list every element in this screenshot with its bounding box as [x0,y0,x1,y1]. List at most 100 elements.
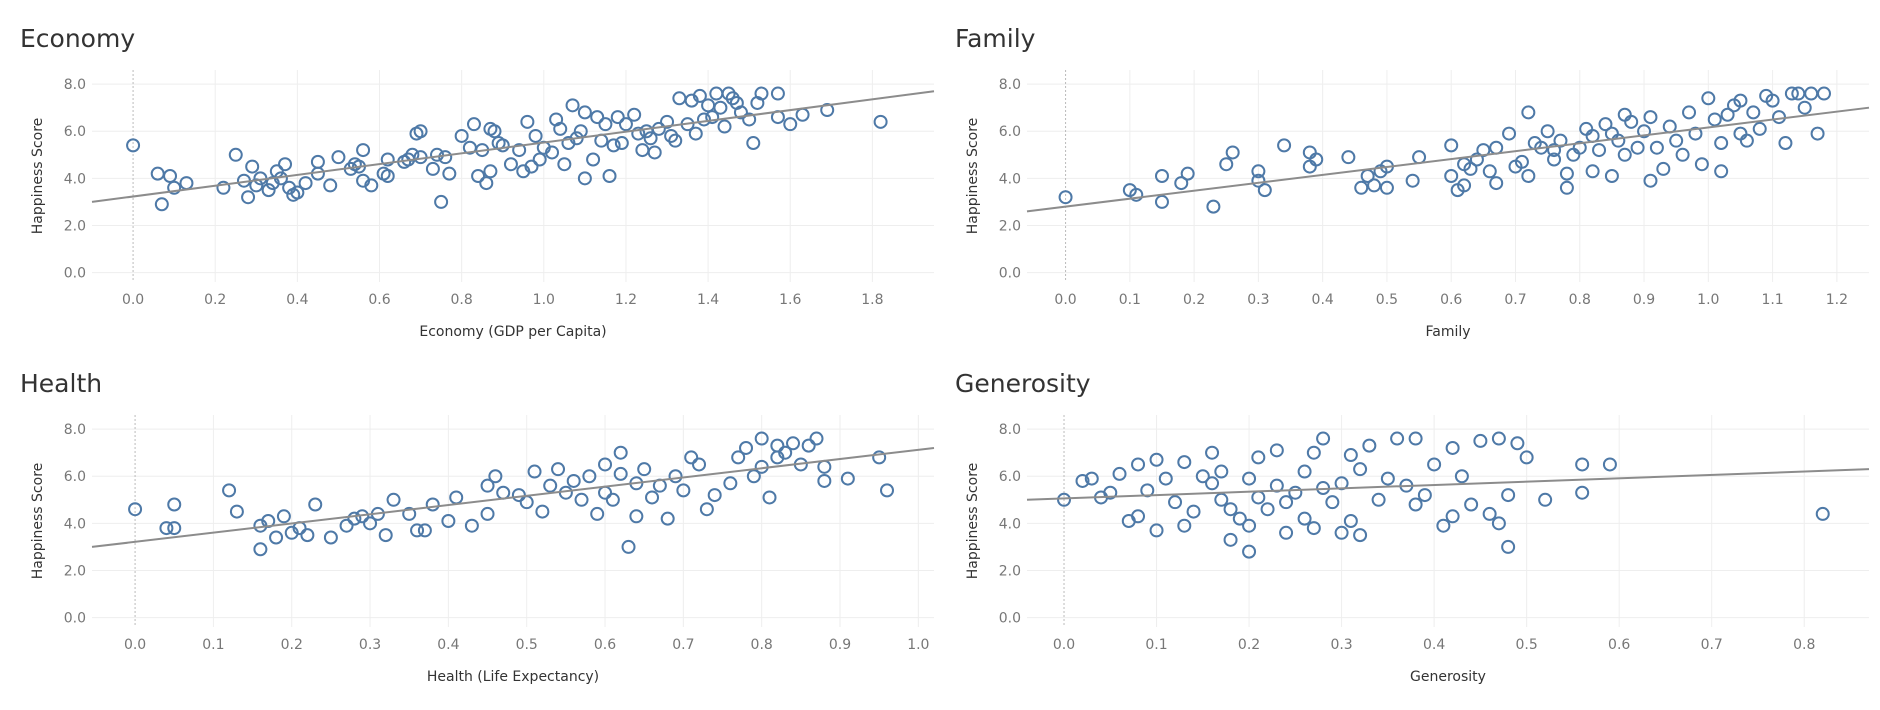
data-point [733,105,748,120]
data-point [1353,462,1368,477]
x-tick-label: 0.5 [1516,637,1538,653]
data-point [1260,502,1275,517]
data-point [605,492,620,507]
data-point [1617,147,1632,162]
data-point [1177,455,1192,470]
data-point [449,490,464,505]
data-point [1559,180,1574,195]
data-point [269,530,284,545]
data-point [253,542,268,557]
data-point [668,133,683,148]
data-point [1149,523,1164,538]
data-point [1473,433,1488,448]
data-point [466,117,481,132]
data-point [1277,138,1292,153]
x-tick-label: 1.0 [533,292,555,308]
data-point [668,469,683,484]
data-point [1733,126,1748,141]
data-point [1592,143,1607,158]
chart-title: Health [20,369,103,398]
data-point [356,143,371,158]
data-point [598,457,613,472]
x-tick-label: 0.7 [1701,637,1723,653]
x-tick-label: 0.2 [281,637,303,653]
data-point [167,497,182,512]
data-point [1297,511,1312,526]
data-point [707,488,722,503]
data-point [1205,476,1220,491]
data-point [1154,169,1169,183]
data-point [154,197,169,212]
data-point [363,516,378,531]
x-tick-label: 0.6 [1608,637,1630,653]
data-point [1223,532,1238,547]
data-point [425,497,440,512]
economy-chart-panel: Economy 0.0 2.0 4.0 6.0 8.0 0.0 0.2 0.4 0.6 0.8 1.… [0,0,935,340]
data-point [1746,105,1761,120]
data-point [1103,485,1118,500]
data-point [1325,495,1340,510]
trend-line [91,446,935,548]
data-point [1380,471,1395,486]
health-chart-panel: Health 0.0 2.0 4.0 6.0 8.0 0.0 0.1 0.2 0.3 0.4 0.5… [0,345,935,685]
x-tick-label: 1.1 [1761,292,1783,308]
data-point [1251,173,1266,188]
data-point [660,114,675,129]
data-point [557,157,572,172]
data-point [1643,110,1658,125]
y-axis-title: Happiness Score [965,118,981,235]
data-point [778,445,793,460]
data-point [323,530,338,545]
y-tick-label: 6.0 [999,469,1021,485]
data-point [380,152,395,167]
data-point [216,180,231,195]
x-tick-label: 0.4 [437,637,459,653]
x-tick-label: 0.7 [672,637,694,653]
x-tick-label: 0.3 [359,637,381,653]
data-point [1269,443,1284,458]
data-point [613,445,628,460]
data-point [1514,154,1529,169]
x-tick-label: 1.2 [1826,292,1848,308]
data-point [276,509,291,524]
data-point [1242,471,1257,486]
data-point [229,504,244,519]
data-point [1752,121,1767,136]
data-point [290,185,305,200]
data-point [1341,150,1356,165]
data-point [495,138,510,153]
data-point [872,450,887,465]
family-chart-panel: Family 0.0 2.0 4.0 6.0 8.0 0.0 0.1 0.2 0.3 0.4 0.5… [935,0,1870,340]
data-point [339,518,354,533]
x-tick-label: 0.4 [286,292,308,308]
x-tick-label: 0.0 [1053,637,1075,653]
data-point [754,431,769,446]
data-point [1701,91,1716,106]
data-point [1572,140,1587,155]
trend-line [91,90,935,203]
data-point [1810,126,1825,141]
data-point [323,178,338,193]
data-point [1675,147,1690,162]
data-point [1302,159,1317,174]
x-tick-label: 0.0 [122,292,144,308]
data-point [820,103,835,118]
data-point [1566,147,1581,162]
data-point [1257,183,1272,198]
data-point [1408,497,1423,512]
data-point [1343,448,1358,463]
data-point [610,110,625,125]
data-point [163,169,178,183]
data-point [1412,150,1427,165]
data-point [770,86,785,101]
data-point [545,145,560,160]
data-point [1354,180,1369,195]
data-point [1154,194,1169,209]
data-point [1604,169,1619,183]
data-point [480,506,495,521]
data-point [487,124,502,139]
x-tick-label: 0.2 [1183,292,1205,308]
data-point [1427,457,1442,472]
data-point [1669,133,1684,148]
y-tick-label: 8.0 [999,77,1021,93]
